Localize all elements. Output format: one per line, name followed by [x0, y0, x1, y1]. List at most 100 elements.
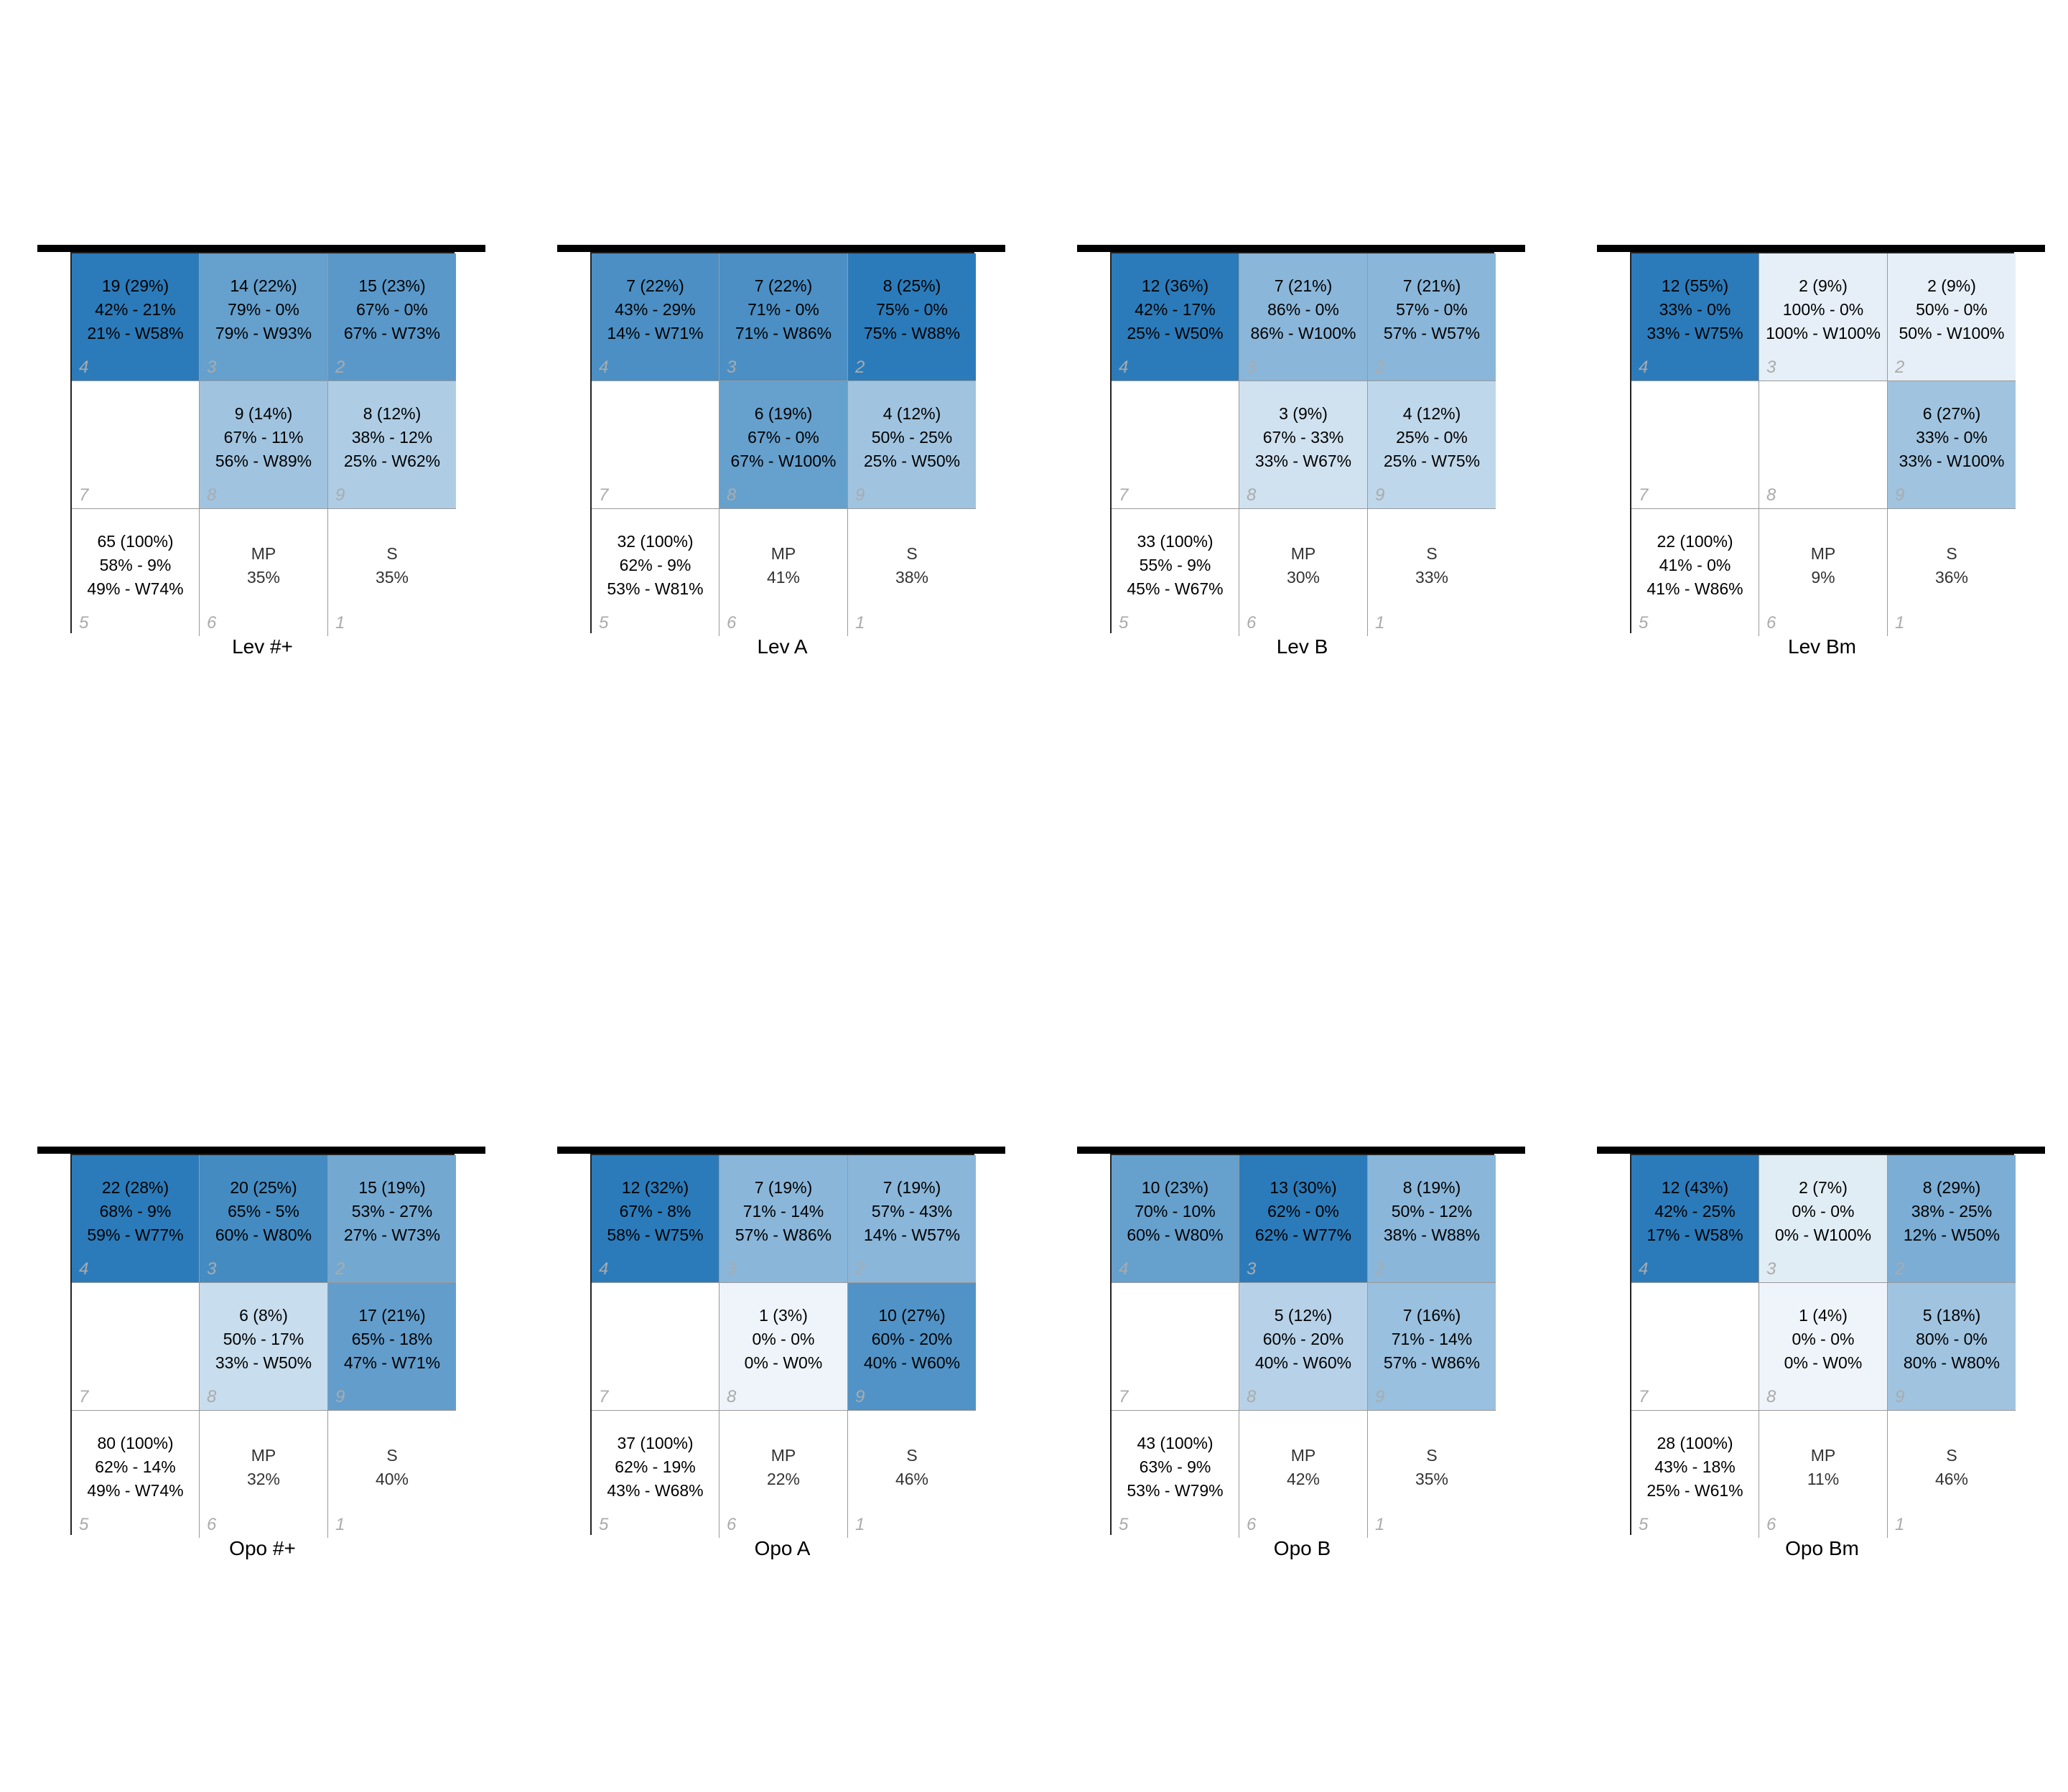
- zone-cell-text: S 35%: [1368, 1411, 1496, 1523]
- zone-number: 8: [207, 1387, 217, 1406]
- zone-number: 6: [727, 1515, 737, 1534]
- zone-cell-text: 5 (12%) 60% - 20% 40% - W60%: [1239, 1283, 1367, 1396]
- cell-line: 60% - W80%: [215, 1226, 312, 1244]
- zone-cell-text: 2 (9%) 50% - 0% 50% - W100%: [1888, 253, 2016, 366]
- zone-cell-text: 3 (9%) 67% - 33% 33% - W67%: [1239, 381, 1367, 494]
- zone-number: 5: [79, 613, 89, 633]
- cell-line: S: [1946, 1445, 1957, 1465]
- zone-cell-text: 2 (7%) 0% - 0% 0% - W100%: [1759, 1155, 1887, 1268]
- cell-line: 40% - W60%: [1254, 1353, 1352, 1372]
- cell-line: S: [1946, 543, 1957, 563]
- zone-cell-text: [1112, 381, 1239, 494]
- zone-cell-3: 13 (30%) 62% - 0% 62% - W77% 3: [1239, 1155, 1368, 1283]
- cell-line: 79% - W93%: [215, 324, 312, 342]
- zone-cell-7: 7: [1112, 381, 1239, 509]
- zone-number: 1: [335, 1515, 345, 1534]
- cell-line: 4 (12%): [882, 404, 941, 423]
- cell-line: 0% - W0%: [1784, 1353, 1863, 1372]
- zone-cell-4: 7 (22%) 43% - 29% 14% - W71% 4: [592, 253, 719, 381]
- cell-line: 42%: [1286, 1469, 1321, 1488]
- zone-cell-text: [72, 381, 199, 494]
- zone-cell-text: [1759, 381, 1887, 494]
- cell-line: 38% - 25%: [1911, 1202, 1993, 1221]
- cell-line: S: [906, 543, 918, 563]
- cell-line: 57% - 43%: [871, 1202, 953, 1221]
- zone-cell-text: 7 (16%) 71% - 14% 57% - W86%: [1368, 1283, 1496, 1396]
- zone-number: 1: [1895, 613, 1905, 633]
- zone-cell-text: 6 (19%) 67% - 0% 67% - W100%: [719, 381, 847, 494]
- cell-line: 38% - 12%: [351, 428, 433, 447]
- court-grid: 22 (28%) 68% - 9% 59% - W77% 4 20 (25%) 65% -…: [70, 1154, 456, 1538]
- zone-cell-text: 65 (100%) 58% - 9% 49% - W74%: [72, 509, 199, 622]
- zone-number: 1: [335, 613, 345, 633]
- cell-line: 57% - W86%: [1383, 1353, 1481, 1372]
- zone-cell-text: 33 (100%) 55% - 9% 45% - W67%: [1112, 509, 1239, 622]
- zone-cell-text: 4 (12%) 25% - 0% 25% - W75%: [1368, 381, 1496, 494]
- cell-line: 53% - W81%: [607, 579, 704, 598]
- zone-cell-2: 2 (9%) 50% - 0% 50% - W100% 2: [1888, 253, 2016, 381]
- cell-line: 25% - W50%: [863, 452, 961, 470]
- zone-cell-6: MP 11% 6: [1759, 1411, 1888, 1538]
- cell-line: 67% - 8%: [619, 1202, 691, 1221]
- cell-line: 30%: [1286, 567, 1321, 587]
- zone-cell-text: 8 (29%) 38% - 25% 12% - W50%: [1888, 1155, 2016, 1268]
- zone-cell-1: S 33% 1: [1368, 509, 1496, 636]
- zone-cell-9: 4 (12%) 25% - 0% 25% - W75% 9: [1368, 381, 1496, 509]
- zone-number: 8: [1766, 1387, 1776, 1406]
- zone-cell-7: 7: [1112, 1283, 1239, 1411]
- zone-cell-text: 9 (14%) 67% - 11% 56% - W89%: [200, 381, 327, 494]
- zone-cell-text: 8 (12%) 38% - 12% 25% - W62%: [328, 381, 456, 494]
- cell-line: 37 (100%): [617, 1434, 694, 1452]
- cell-line: 6 (8%): [239, 1306, 288, 1325]
- zone-cell-3: 7 (19%) 71% - 14% 57% - W86% 3: [719, 1155, 848, 1283]
- zone-cell-text: 80 (100%) 62% - 14% 49% - W74%: [72, 1411, 199, 1523]
- cell-line: 41% - W86%: [1647, 579, 1743, 598]
- cell-line: 12 (36%): [1141, 276, 1209, 295]
- net-line: [1077, 1147, 1525, 1154]
- cell-line: 35%: [1415, 1469, 1449, 1488]
- zone-number: 7: [599, 485, 609, 505]
- cell-line: 25% - W62%: [343, 452, 441, 470]
- zone-number: 2: [335, 358, 345, 377]
- net-line: [1077, 245, 1525, 252]
- zone-cell-text: 7 (19%) 57% - 43% 14% - W57%: [848, 1155, 976, 1268]
- cell-line: 65% - 18%: [351, 1330, 433, 1348]
- cell-line: 46%: [895, 1469, 929, 1488]
- zone-cell-6: MP 32% 6: [200, 1411, 328, 1538]
- cell-line: 75% - 0%: [876, 300, 948, 319]
- zone-number: 1: [1375, 613, 1385, 633]
- cell-line: 43% - 29%: [615, 300, 696, 319]
- zone-number: 6: [1766, 1515, 1776, 1534]
- zone-cell-1: S 36% 1: [1888, 509, 2016, 636]
- zone-cell-3: 7 (21%) 86% - 0% 86% - W100% 3: [1239, 253, 1368, 381]
- zone-cell-6: MP 30% 6: [1239, 509, 1368, 636]
- zone-cell-9: 6 (27%) 33% - 0% 33% - W100% 9: [1888, 381, 2016, 509]
- zone-number: 1: [855, 1515, 865, 1534]
- zone-cell-8: 9 (14%) 67% - 11% 56% - W89% 8: [200, 381, 328, 509]
- cell-line: 71% - 14%: [742, 1202, 824, 1221]
- cell-line: 60% - 20%: [1262, 1330, 1344, 1348]
- cell-line: 12 (43%): [1661, 1178, 1729, 1197]
- zone-cell-7: 7: [72, 1283, 200, 1411]
- cell-line: 62% - 14%: [95, 1457, 176, 1476]
- zone-cell-3: 2 (9%) 100% - 0% 100% - W100% 3: [1759, 253, 1888, 381]
- zone-cell-text: 22 (100%) 41% - 0% 41% - W86%: [1631, 509, 1759, 622]
- zone-cell-8: 5 (12%) 60% - 20% 40% - W60% 8: [1239, 1283, 1368, 1411]
- zone-cell-5: 32 (100%) 62% - 9% 53% - W81% 5: [592, 509, 719, 636]
- court-title: Lev Bm: [1788, 635, 1856, 658]
- zone-cell-8: 1 (4%) 0% - 0% 0% - W0% 8: [1759, 1283, 1888, 1411]
- zone-number: 4: [1119, 1259, 1129, 1279]
- zone-number: 5: [1119, 613, 1129, 633]
- cell-line: MP: [770, 543, 796, 563]
- cell-line: MP: [1290, 543, 1316, 563]
- net-line: [557, 245, 1005, 252]
- cell-line: 42% - 17%: [1135, 300, 1216, 319]
- court-grid: 12 (55%) 33% - 0% 33% - W75% 4 2 (9%) 100% - …: [1630, 252, 2016, 636]
- zone-cell-2: 8 (19%) 50% - 12% 38% - W88% 2: [1368, 1155, 1496, 1283]
- cell-line: 62% - 19%: [615, 1457, 696, 1476]
- zone-cell-text: 5 (18%) 80% - 0% 80% - W80%: [1888, 1283, 2016, 1396]
- zone-cell-4: 12 (36%) 42% - 17% 25% - W50% 4: [1112, 253, 1239, 381]
- net-line: [1597, 1147, 2045, 1154]
- court-title: Lev B: [1276, 635, 1328, 658]
- cell-line: 33 (100%): [1137, 532, 1214, 551]
